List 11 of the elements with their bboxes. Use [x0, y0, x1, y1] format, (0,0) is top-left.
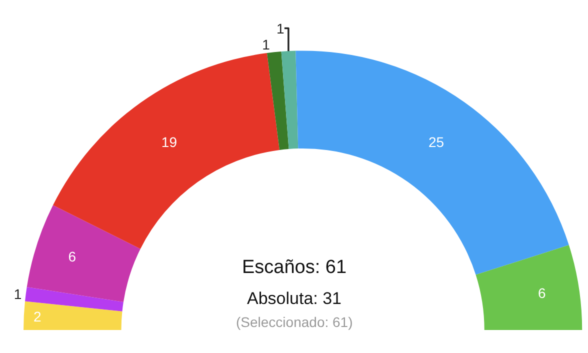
data-label: 1: [14, 286, 22, 302]
data-label: 6: [68, 248, 76, 264]
data-label: 1: [262, 36, 270, 52]
text: (Seleccionado: 61): [236, 314, 353, 330]
text: Escaños: 61: [242, 257, 347, 278]
data-label: 2: [34, 308, 42, 324]
data-label: 6: [538, 284, 546, 301]
text: Absoluta: 31: [247, 289, 342, 308]
data-label: 25: [428, 134, 444, 150]
data-label: 1: [276, 20, 284, 36]
data-label: 19: [161, 134, 178, 150]
